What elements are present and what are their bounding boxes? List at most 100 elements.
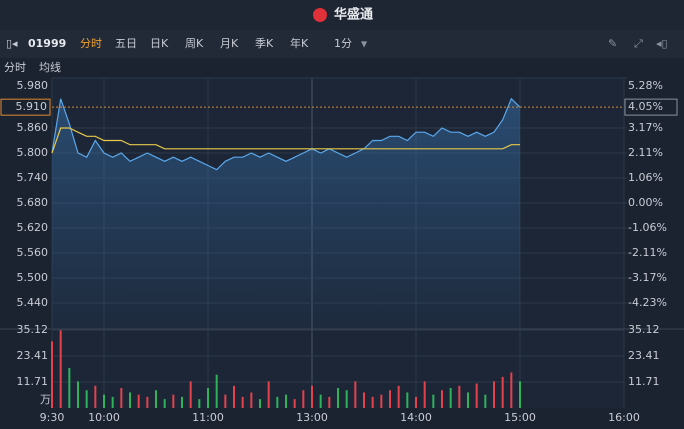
volume-bar bbox=[68, 368, 71, 408]
stock-code: 01999 bbox=[28, 37, 66, 50]
volume-bar bbox=[137, 394, 140, 408]
volume-bar bbox=[94, 385, 97, 408]
y2-tick-label: 2.11% bbox=[628, 146, 663, 159]
tab[interactable]: 月K bbox=[220, 37, 239, 50]
volume-bar bbox=[285, 394, 287, 408]
volume-bar bbox=[155, 390, 157, 408]
price-area bbox=[52, 98, 520, 328]
tab[interactable]: 季K bbox=[255, 37, 274, 50]
volume-bar bbox=[146, 396, 149, 408]
price-line bbox=[51, 97, 521, 171]
volume-tick-label: 23.41 bbox=[17, 349, 49, 362]
volume-bar bbox=[293, 399, 296, 408]
tab[interactable]: 周K bbox=[185, 37, 204, 50]
y2-tick-label: -4.23% bbox=[628, 296, 667, 309]
y2-tick-label: 1.06% bbox=[628, 171, 663, 184]
volume-bar bbox=[163, 399, 166, 408]
logo-icon bbox=[313, 8, 327, 22]
tab[interactable]: 分时 bbox=[80, 37, 102, 50]
volume-bar bbox=[406, 392, 409, 408]
title-bar bbox=[0, 0, 684, 30]
volume-bar bbox=[77, 381, 79, 408]
volume-bar bbox=[328, 396, 331, 408]
y-tick-label: 5.680 bbox=[17, 196, 49, 209]
volume-bar bbox=[129, 392, 131, 408]
volume-bar bbox=[207, 388, 209, 408]
x-tick-label: 13:00 bbox=[296, 411, 328, 424]
dropdown-arrow[interactable]: ▼ bbox=[361, 40, 368, 49]
last-price-box bbox=[0, 98, 51, 116]
volume-bar bbox=[120, 388, 123, 408]
volume-bar bbox=[224, 394, 227, 408]
volume-bar bbox=[467, 392, 469, 408]
volume-tick-label-right: 11.71 bbox=[628, 375, 660, 388]
volume-bar bbox=[189, 381, 192, 408]
tab[interactable]: 年K bbox=[290, 36, 309, 50]
x-tick-label: 14:00 bbox=[400, 411, 432, 424]
y-tick-label: 5.500 bbox=[17, 271, 49, 284]
volume-bar bbox=[276, 396, 279, 408]
legend-entry[interactable]: 均线 bbox=[39, 60, 61, 74]
y2-tick-label: -1.06% bbox=[628, 221, 667, 234]
volume-bar bbox=[475, 383, 478, 408]
volume-bar bbox=[241, 396, 244, 408]
y2-tick-label: 3.17% bbox=[628, 121, 663, 134]
y-tick-label: 5.440 bbox=[17, 296, 49, 309]
draw-icon[interactable]: ✎ bbox=[608, 37, 617, 50]
last-change-box bbox=[624, 98, 678, 116]
volume-bar bbox=[423, 381, 426, 408]
y-tick-label: 5.560 bbox=[17, 246, 49, 259]
volume-bar bbox=[337, 388, 339, 408]
interval-select[interactable]: 1分 bbox=[334, 37, 352, 50]
volume-unit: 万 bbox=[40, 393, 51, 406]
volume-bar bbox=[233, 385, 235, 408]
last-price-label: 5.910 bbox=[16, 100, 48, 113]
volume-bar bbox=[519, 381, 521, 408]
volume-bar bbox=[319, 394, 322, 408]
volume-bar bbox=[51, 341, 53, 408]
volume-bar bbox=[345, 390, 348, 408]
volume-bar bbox=[458, 385, 461, 408]
y-tick-label: 5.980 bbox=[17, 79, 49, 92]
volume-bar bbox=[311, 385, 313, 408]
y2-tick-label: 5.28% bbox=[628, 79, 663, 92]
volume-bar bbox=[449, 388, 452, 408]
y-tick-label: 5.860 bbox=[17, 121, 49, 134]
tab[interactable]: 五日 bbox=[115, 37, 137, 50]
volume-bar bbox=[484, 394, 487, 408]
x-tick-label: 11:00 bbox=[192, 411, 224, 424]
y2-tick-label: -3.17% bbox=[628, 271, 667, 284]
volume-bar bbox=[493, 381, 495, 408]
x-tick-label: 15:00 bbox=[504, 411, 536, 424]
volume-bar bbox=[510, 372, 513, 408]
tab[interactable]: 日K bbox=[150, 37, 169, 50]
last-change-label: 4.05% bbox=[628, 100, 663, 113]
volume-bar bbox=[354, 381, 357, 408]
volume-tick-label: 35.12 bbox=[17, 323, 49, 336]
y-tick-label: 5.740 bbox=[17, 171, 49, 184]
volume-bar bbox=[85, 390, 88, 408]
volume-bar bbox=[250, 392, 253, 408]
legend-entry[interactable]: 分时 bbox=[4, 61, 26, 74]
volume-bar bbox=[302, 390, 305, 408]
volume-bar bbox=[267, 381, 270, 408]
volume-bar bbox=[397, 385, 400, 408]
volume-bar bbox=[371, 396, 374, 408]
volume-tick-label: 11.71 bbox=[17, 375, 49, 388]
volume-bar bbox=[389, 390, 391, 408]
volume-tick-label-right: 35.12 bbox=[628, 323, 660, 336]
volume-bar bbox=[501, 376, 504, 408]
x-tick-label: 10:00 bbox=[88, 411, 120, 424]
volume-bar bbox=[181, 396, 183, 408]
volume-bar bbox=[59, 330, 62, 408]
fullscreen-icon[interactable]: ⤢ bbox=[634, 37, 643, 50]
y-tick-label: 5.800 bbox=[17, 146, 49, 159]
back-icon[interactable]: ▯◂ bbox=[6, 37, 18, 50]
volume-bar bbox=[103, 394, 105, 408]
volume-bar bbox=[172, 394, 175, 408]
expand-icon[interactable]: ◂▯ bbox=[656, 37, 668, 50]
app-title: 华盛通 bbox=[334, 7, 373, 23]
volume-bar bbox=[363, 392, 365, 408]
